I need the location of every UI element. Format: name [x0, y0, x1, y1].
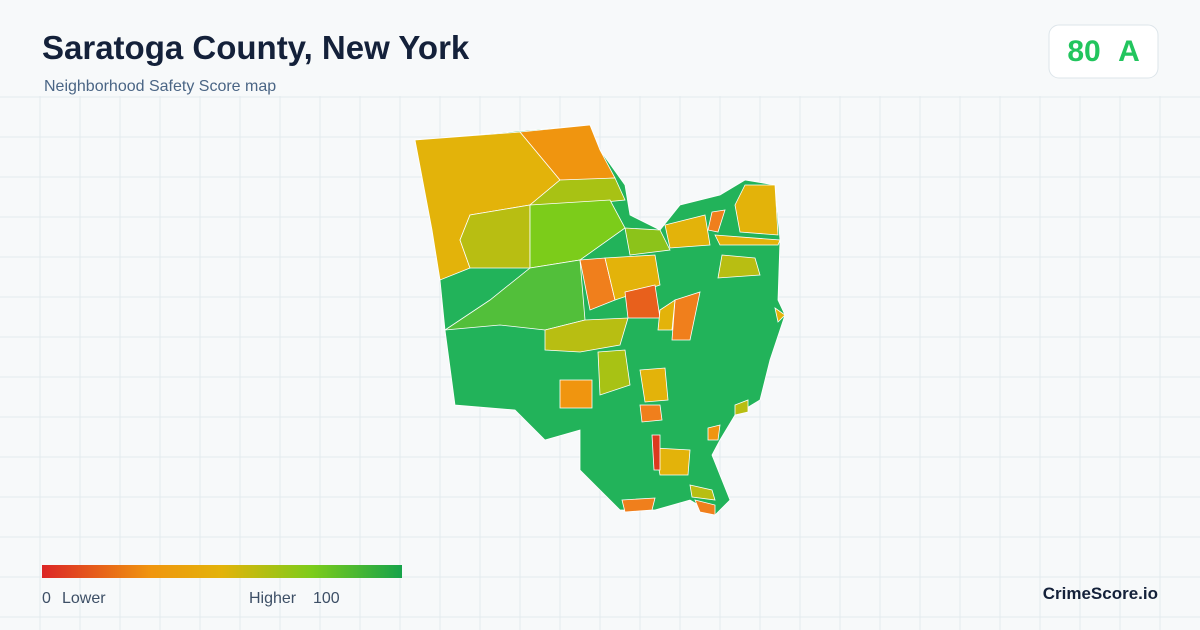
region — [714, 234, 781, 246]
grid — [0, 96, 1200, 630]
region — [651, 434, 661, 471]
score-grade: A — [1118, 35, 1140, 68]
region — [707, 424, 721, 441]
score-value: 80 — [1067, 35, 1100, 68]
region — [671, 291, 701, 341]
score-badge — [1048, 24, 1159, 79]
region — [621, 497, 656, 513]
region — [657, 299, 676, 331]
brand: CrimeScore.io — [1043, 584, 1158, 603]
legend-bar — [42, 565, 402, 578]
region — [624, 227, 671, 256]
region — [717, 254, 761, 279]
region — [664, 214, 711, 249]
legend-min: 0 — [42, 590, 51, 607]
region — [734, 184, 779, 236]
region — [544, 317, 629, 353]
region — [639, 367, 669, 403]
region — [734, 399, 749, 416]
region — [639, 404, 663, 423]
region — [529, 199, 626, 269]
region — [774, 307, 786, 323]
legend-max-label: Higher — [249, 590, 297, 607]
region — [597, 349, 631, 396]
region — [707, 209, 726, 233]
header-bg — [0, 0, 1200, 96]
subtitle: Neighborhood Safety Score map — [44, 78, 276, 95]
legend-min-label: Lower — [62, 590, 106, 607]
legend-max: 100 — [313, 590, 340, 607]
title: Saratoga County, New York — [42, 29, 470, 66]
region — [444, 259, 586, 331]
region — [559, 379, 593, 409]
county-map — [414, 124, 786, 516]
region — [694, 499, 716, 516]
region — [459, 204, 531, 269]
region — [689, 484, 716, 501]
